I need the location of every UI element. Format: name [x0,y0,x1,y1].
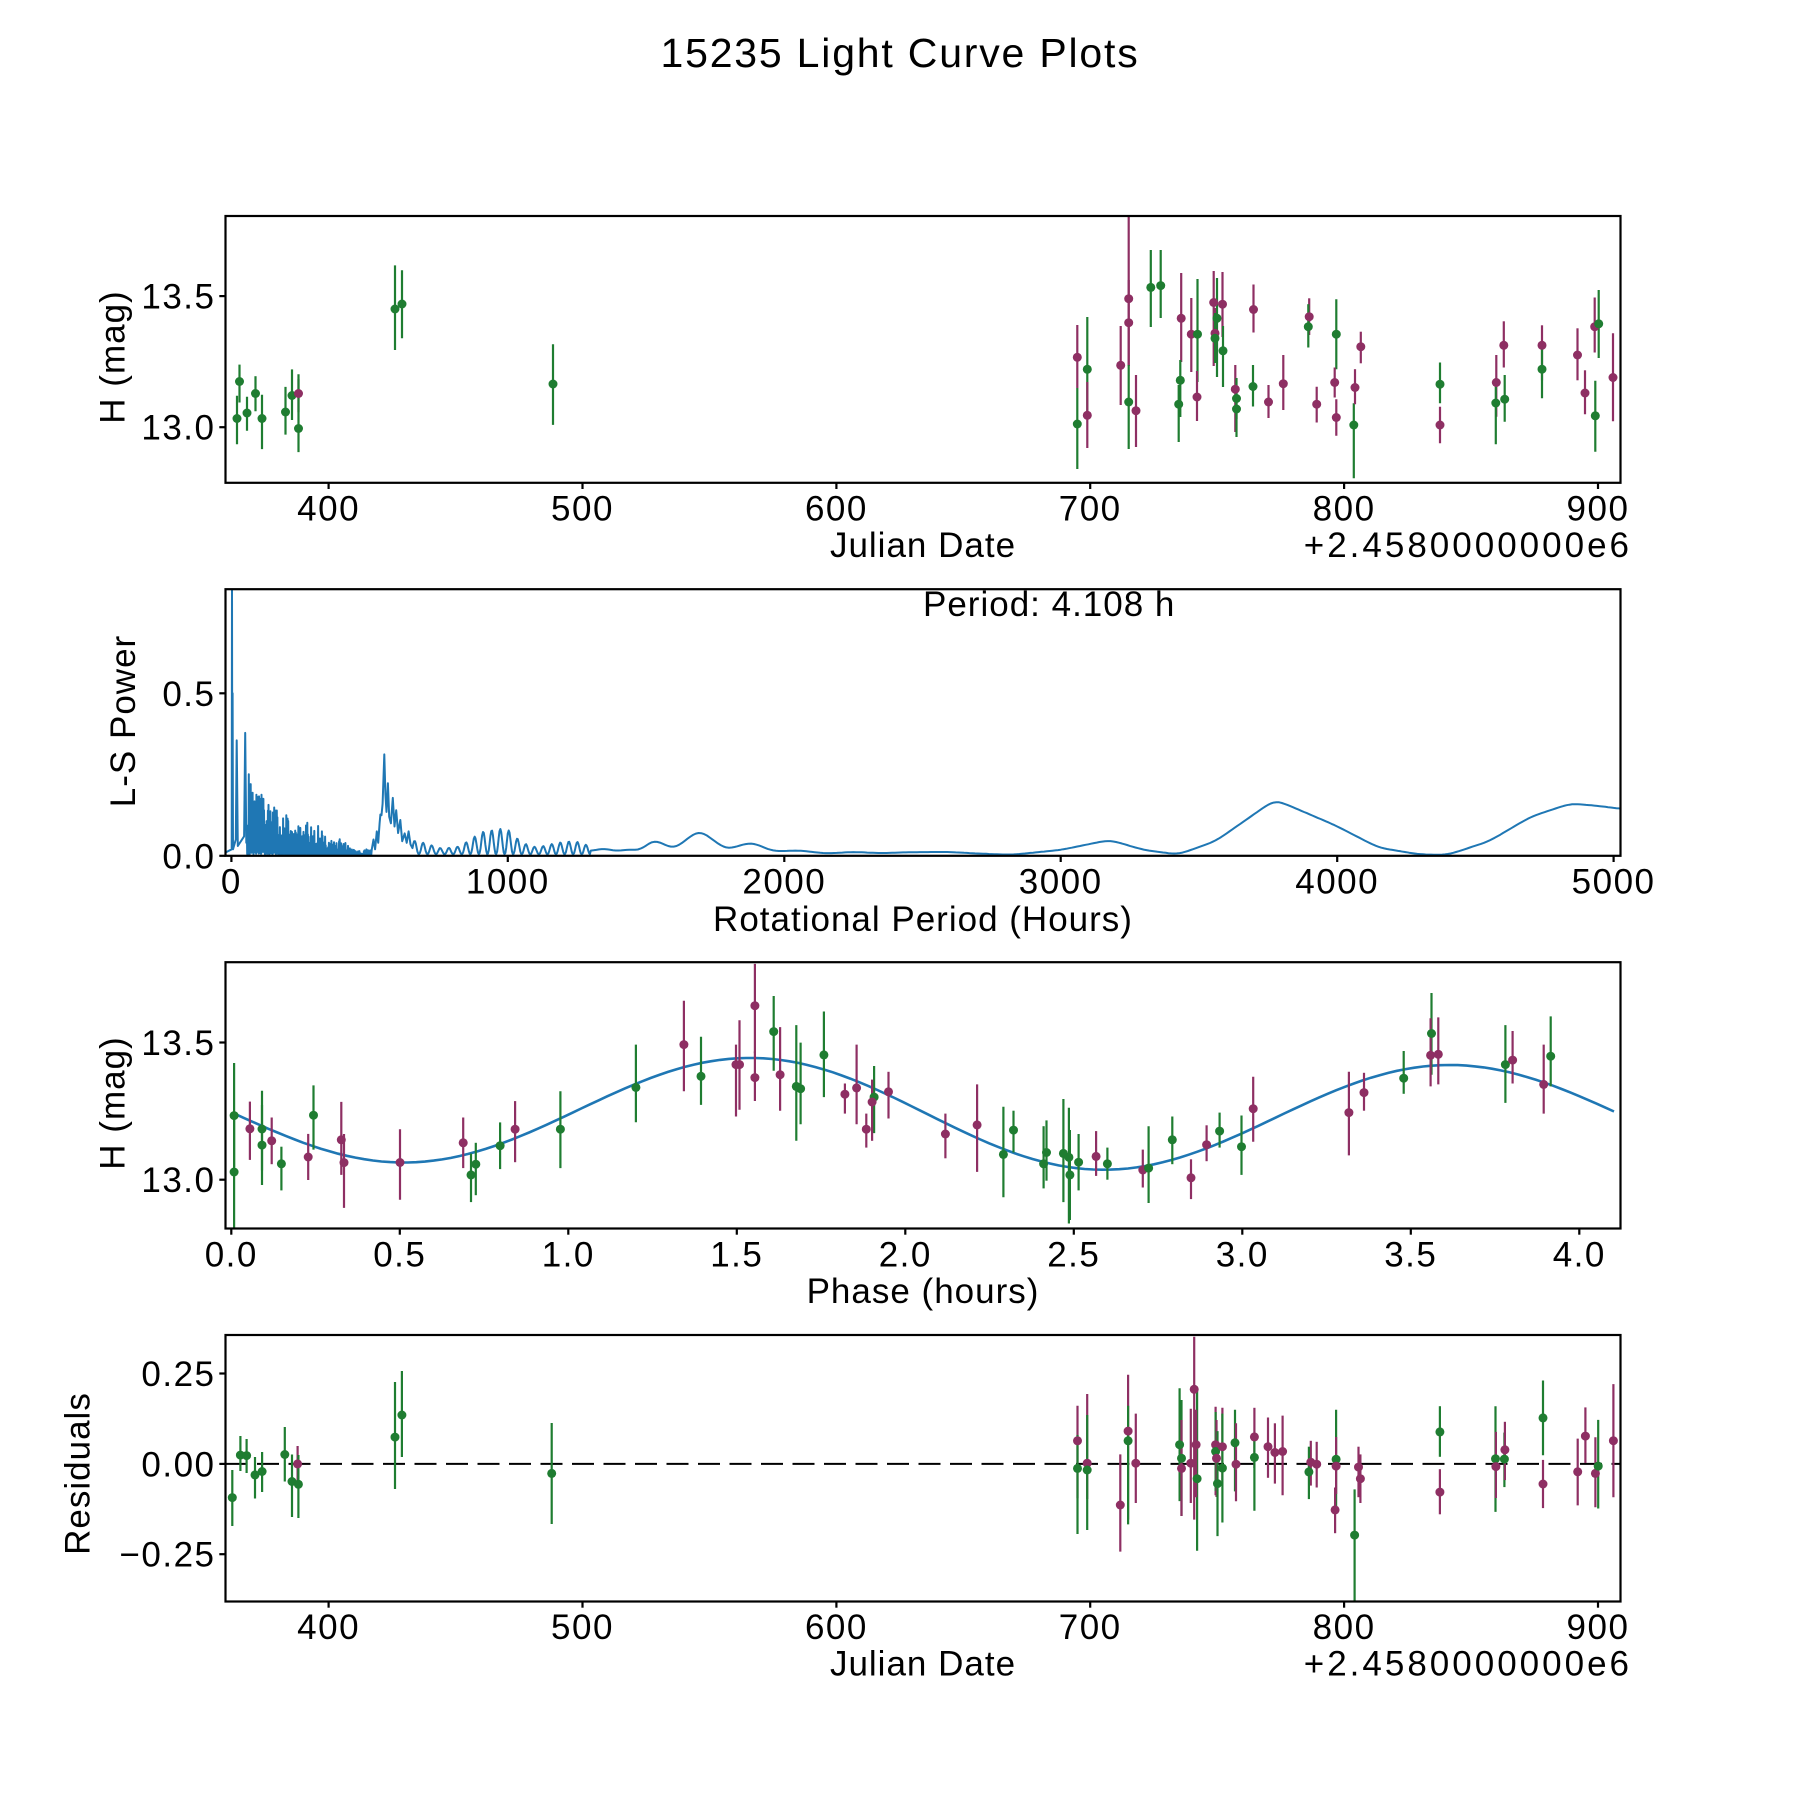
svg-text:700: 700 [1059,1608,1122,1647]
svg-text:Julian Date: Julian Date [830,526,1016,565]
svg-text:400: 400 [297,490,360,529]
svg-text:3.0: 3.0 [1216,1236,1269,1275]
svg-text:500: 500 [551,490,614,529]
svg-text:2.5: 2.5 [1047,1236,1100,1275]
svg-text:600: 600 [805,1608,868,1647]
svg-text:3000: 3000 [1019,863,1103,902]
svg-text:Phase (hours): Phase (hours) [807,1272,1040,1311]
svg-text:900: 900 [1567,1608,1630,1647]
svg-text:0.5: 0.5 [162,675,215,714]
svg-text:Julian Date: Julian Date [830,1645,1016,1684]
svg-text:−0.25: −0.25 [119,1536,215,1575]
svg-text:500: 500 [551,1608,614,1647]
svg-text:1000: 1000 [466,863,550,902]
svg-text:13.0: 13.0 [141,409,215,448]
svg-text:1.0: 1.0 [542,1236,595,1275]
svg-text:800: 800 [1313,490,1376,529]
svg-text:800: 800 [1313,1608,1376,1647]
svg-text:Rotational Period (Hours): Rotational Period (Hours) [713,900,1133,939]
svg-text:400: 400 [297,1608,360,1647]
svg-text:1.5: 1.5 [710,1236,763,1275]
svg-text:0.5: 0.5 [373,1236,426,1275]
svg-text:700: 700 [1059,490,1122,529]
svg-text:2.0: 2.0 [879,1236,932,1275]
svg-text:L-S Power: L-S Power [104,635,143,807]
svg-text:H (mag): H (mag) [94,290,133,423]
svg-text:0.00: 0.00 [141,1445,215,1484]
svg-text:13.5: 13.5 [141,278,215,317]
svg-text:4000: 4000 [1295,863,1379,902]
svg-text:+2.4580000000e6: +2.4580000000e6 [1304,1645,1632,1684]
svg-text:Period: 4.108 h: Period: 4.108 h [923,585,1175,624]
svg-text:900: 900 [1567,490,1630,529]
svg-text:3.5: 3.5 [1384,1236,1437,1275]
svg-text:13.5: 13.5 [141,1024,215,1063]
svg-text:4.0: 4.0 [1553,1236,1606,1275]
svg-text:0.25: 0.25 [141,1355,215,1394]
svg-text:15235 Light Curve Plots: 15235 Light Curve Plots [660,30,1139,76]
svg-text:5000: 5000 [1572,863,1656,902]
svg-text:H (mag): H (mag) [94,1036,133,1169]
svg-text:+2.4580000000e6: +2.4580000000e6 [1304,526,1632,565]
svg-text:13.0: 13.0 [141,1161,215,1200]
svg-text:0.0: 0.0 [205,1236,258,1275]
svg-text:0: 0 [221,863,242,902]
svg-text:Residuals: Residuals [59,1392,98,1555]
svg-text:2000: 2000 [742,863,826,902]
svg-text:0.0: 0.0 [162,837,215,876]
svg-text:600: 600 [805,490,868,529]
